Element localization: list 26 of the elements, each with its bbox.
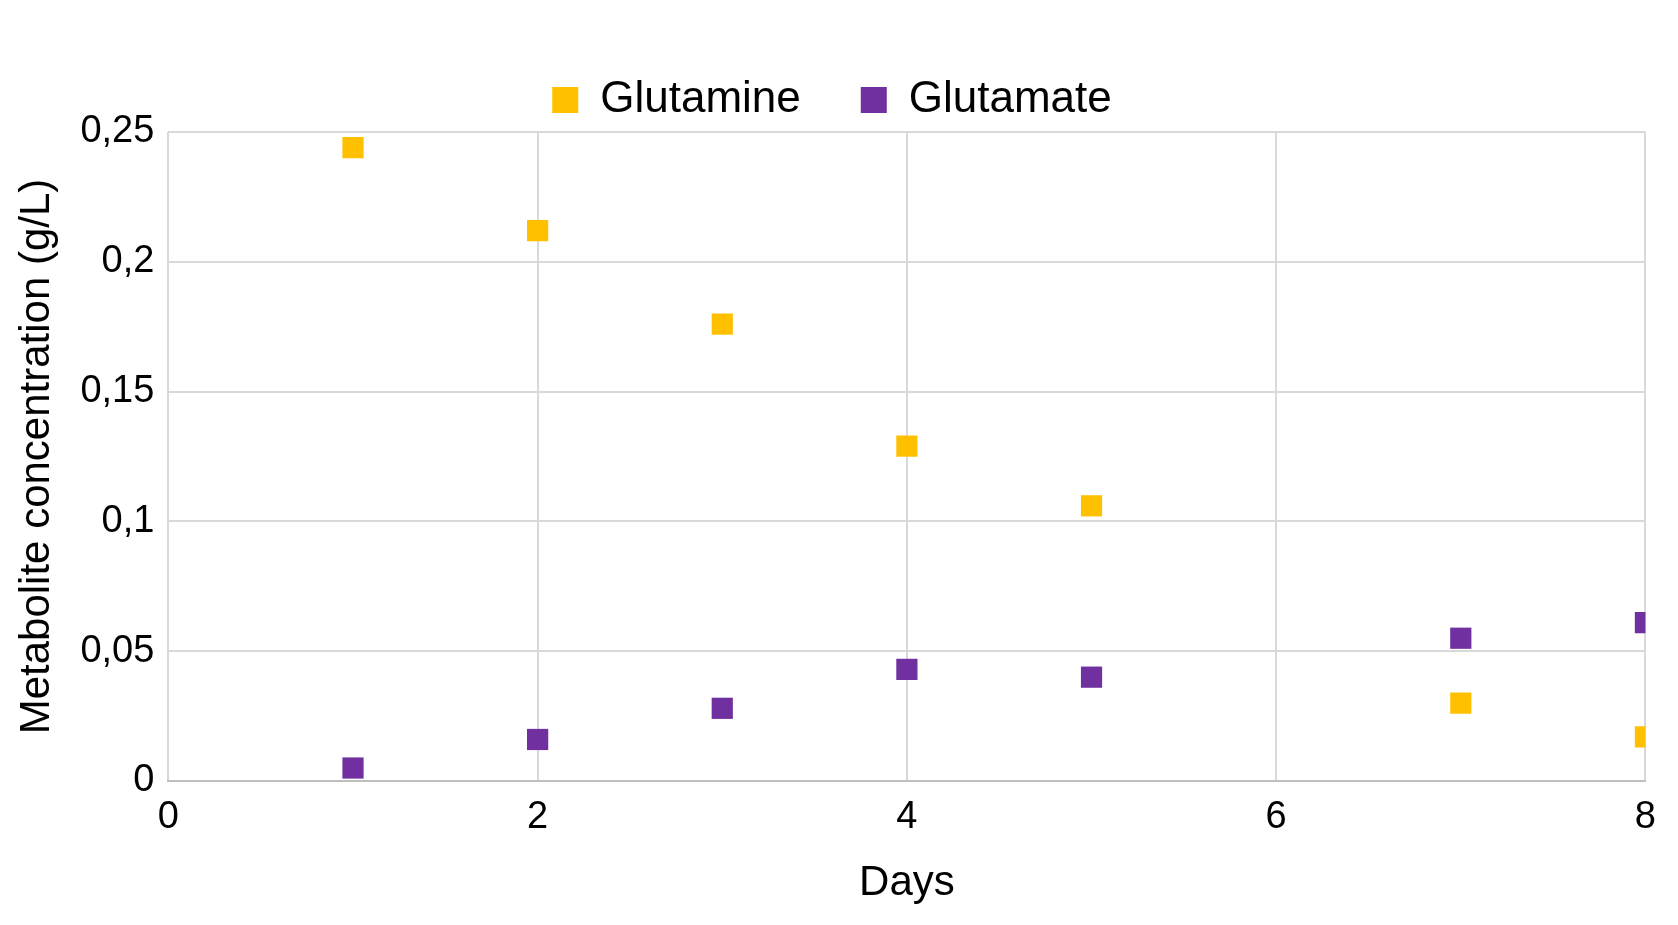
point [896, 658, 918, 680]
y-tick-label: 0,05 [80, 627, 155, 670]
x-tick-label: 6 [1265, 794, 1287, 837]
y-tick-label: 0,2 [101, 238, 155, 281]
y-tick-label: 0,1 [101, 497, 155, 540]
point [342, 136, 364, 159]
point [711, 313, 733, 335]
point [711, 697, 733, 719]
y-tick-label: 0,15 [80, 368, 155, 411]
point [1450, 692, 1472, 714]
point [1080, 495, 1103, 517]
x-tick-label: 2 [527, 794, 549, 837]
x-axis-title: Days [859, 857, 955, 905]
y-tick-label: 0 [133, 757, 155, 800]
y-axis-title: Metabolite concentration (g/L) [10, 178, 58, 735]
point [342, 757, 364, 779]
legend-label: Glutamate [908, 72, 1112, 122]
point [896, 435, 918, 457]
point [1080, 666, 1103, 688]
point [527, 728, 549, 751]
y-tick-label: 0,25 [80, 108, 155, 151]
x-tick-label: 8 [1634, 794, 1656, 837]
legend-label: Glutamine [600, 72, 801, 122]
x-tick-label: 4 [896, 794, 918, 837]
point [527, 220, 549, 242]
point [1450, 627, 1472, 649]
